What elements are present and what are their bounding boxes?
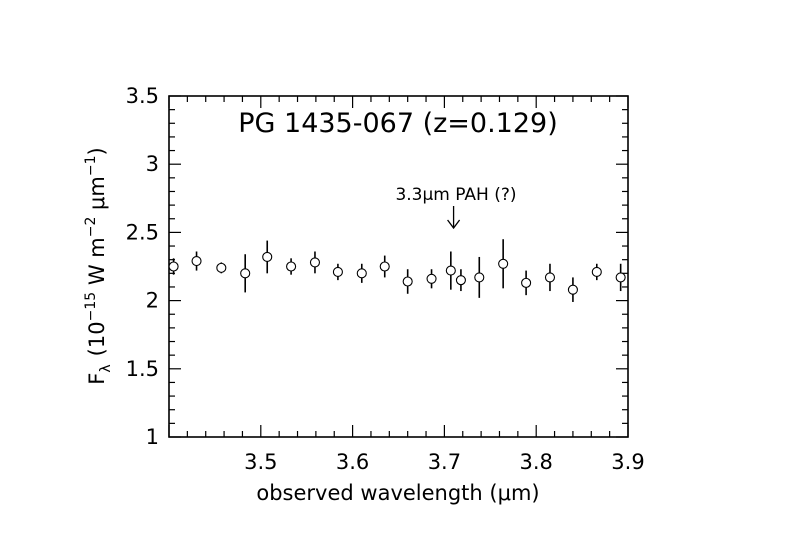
data-point [591, 266, 602, 278]
data-point [379, 261, 390, 272]
x-axis-title: observed wavelength (μm) [256, 481, 539, 505]
data-point [445, 265, 456, 276]
arrow-head [447, 219, 461, 230]
y-tick-label: 2 [146, 289, 159, 313]
axis-ticks [168, 95, 629, 438]
y-tick-label: 2.5 [126, 220, 159, 244]
data-point [332, 266, 343, 278]
annotation-arrow [447, 206, 461, 230]
data-point [286, 261, 297, 272]
data-point [402, 276, 413, 287]
data-point [426, 273, 437, 284]
data-point [216, 262, 227, 273]
y-tick-label: 1.5 [126, 357, 159, 381]
x-tick-label: 3.6 [336, 450, 369, 474]
data-point [240, 268, 251, 279]
y-axis-title: Fλ(10−15 W m−2 μm−1) [83, 147, 114, 384]
data-point [262, 251, 273, 263]
annotation-label: 3.3μm PAH (?) [395, 185, 516, 205]
x-tick-label: 3.7 [428, 450, 461, 474]
x-tick-label: 3.8 [519, 450, 552, 474]
data-point [474, 272, 485, 283]
x-tick-label: 3.9 [611, 450, 644, 474]
y-tick-label: 3 [146, 152, 159, 176]
plot-frame [168, 95, 629, 438]
x-tick-label: 3.5 [244, 450, 277, 474]
data-point [309, 257, 321, 268]
data-points [168, 239, 626, 302]
chart-title: PG 1435-067 (z=0.129) [238, 108, 558, 139]
y-tick-label: 3.5 [126, 84, 159, 108]
data-point [168, 261, 179, 272]
tick-labels: 3.5 3.6 3.7 3.8 3.9 1 1.5 2 2.5 3 3.5 [126, 84, 645, 474]
y-tick-label: 1 [146, 425, 159, 449]
data-point [521, 277, 532, 288]
data-point [544, 272, 556, 283]
data-point [615, 272, 626, 283]
data-point [567, 284, 578, 295]
data-point [191, 255, 202, 267]
data-point [498, 258, 509, 269]
data-point [356, 268, 367, 279]
data-point [455, 275, 466, 286]
